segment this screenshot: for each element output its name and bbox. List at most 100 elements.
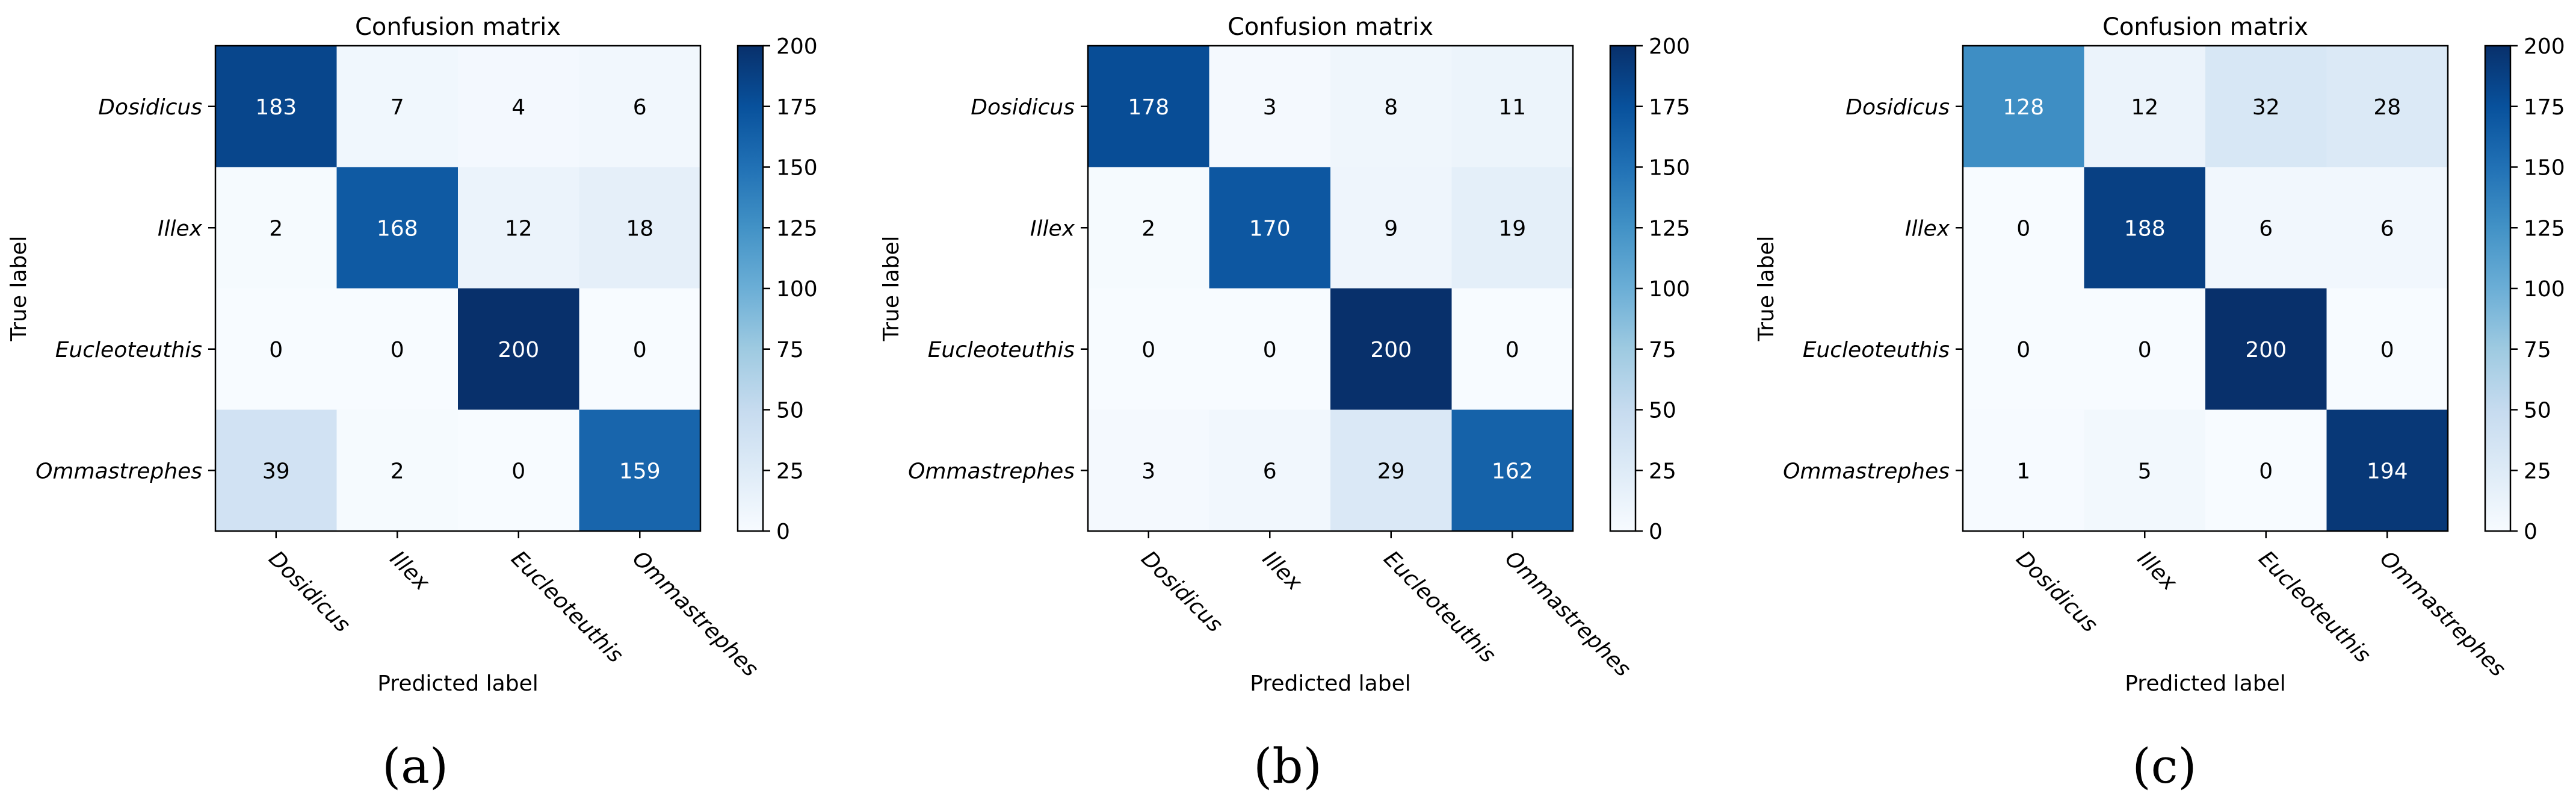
colorbar-tick-label: 25 bbox=[1649, 459, 1676, 483]
colorbar-tick-label: 175 bbox=[776, 95, 818, 120]
x-tick-label: Eucleoteuthis bbox=[2253, 546, 2375, 668]
cell-2-1 bbox=[1209, 288, 1331, 410]
cell-3-1 bbox=[336, 409, 459, 532]
cell-0-1 bbox=[2084, 46, 2206, 167]
cell-label-3-3: 194 bbox=[2367, 459, 2408, 483]
cell-0-3 bbox=[579, 46, 701, 167]
cell-label-2-2: 200 bbox=[1370, 338, 1412, 362]
axes-frame bbox=[1087, 45, 1574, 532]
cell-1-1 bbox=[2084, 167, 2206, 289]
panel-caption-b: (b) bbox=[1253, 738, 1322, 794]
x-tick-label: Dosidicus bbox=[264, 546, 354, 637]
cell-0-2 bbox=[1330, 46, 1452, 167]
cell-2-0 bbox=[1088, 288, 1209, 410]
cell-label-3-1: 2 bbox=[391, 459, 404, 483]
cell-label-1-1: 168 bbox=[377, 216, 418, 241]
cell-3-0 bbox=[1963, 409, 2084, 532]
colorbar-tick-label: 50 bbox=[776, 399, 804, 423]
cell-1-2 bbox=[1330, 167, 1452, 289]
colorbar-tick-label: 25 bbox=[2524, 459, 2551, 483]
cell-2-1 bbox=[2084, 288, 2206, 410]
colorbar-tick-label: 125 bbox=[776, 216, 818, 241]
cell-3-1 bbox=[1209, 409, 1331, 532]
cell-3-3 bbox=[2326, 409, 2448, 532]
x-tick-label: Illex bbox=[385, 546, 434, 595]
cell-label-2-0: 0 bbox=[269, 338, 283, 362]
y-tick-label: Illex bbox=[158, 216, 203, 241]
cell-label-2-1: 0 bbox=[391, 338, 404, 362]
cell-1-3 bbox=[2326, 167, 2448, 289]
chart-panel-1: Confusion matrix 178 3 8 11 2 170 9 19 0 0 200 0 3 6 29… bbox=[879, 13, 1690, 696]
cell-label-0-2: 4 bbox=[511, 95, 525, 120]
colorbar-tick-label: 125 bbox=[1649, 216, 1690, 241]
y-axis-label: True label bbox=[879, 236, 904, 342]
colorbar-tick-label: 200 bbox=[776, 34, 818, 59]
cell-3-3 bbox=[1451, 409, 1574, 532]
colorbar-tick-label: 0 bbox=[1649, 520, 1663, 544]
cell-label-1-3: 19 bbox=[1498, 216, 1526, 241]
y-tick-label: Ommastrephes bbox=[1783, 459, 1950, 483]
cell-label-3-0: 39 bbox=[262, 459, 290, 483]
x-tick-label: Illex bbox=[1258, 546, 1307, 595]
cell-3-2 bbox=[2205, 409, 2327, 532]
cell-1-2 bbox=[2205, 167, 2327, 289]
x-tick-label: Dosidicus bbox=[2011, 546, 2102, 637]
cell-2-0 bbox=[215, 288, 337, 410]
colorbar-tick-label: 75 bbox=[1649, 338, 1676, 362]
cell-1-0 bbox=[1963, 167, 2084, 289]
cell-2-3 bbox=[1451, 288, 1574, 410]
cell-0-0 bbox=[1963, 46, 2084, 167]
cell-label-1-1: 170 bbox=[1249, 216, 1291, 241]
y-tick-label: Eucleoteuthis bbox=[1803, 338, 1950, 362]
cell-label-0-0: 183 bbox=[255, 95, 297, 120]
cell-3-2 bbox=[458, 409, 579, 532]
cell-1-0 bbox=[215, 167, 337, 289]
cell-label-3-1: 6 bbox=[1263, 459, 1277, 483]
cell-0-1 bbox=[1209, 46, 1331, 167]
cell-label-1-2: 12 bbox=[505, 216, 533, 241]
cell-label-3-3: 162 bbox=[1492, 459, 1533, 483]
cell-3-2 bbox=[1330, 409, 1452, 532]
colorbar-tick-label: 150 bbox=[776, 156, 818, 181]
y-tick-label: Eucleoteuthis bbox=[55, 338, 202, 362]
cell-label-2-2: 200 bbox=[2245, 338, 2287, 362]
x-tick-label: Ommastrephes bbox=[628, 546, 763, 682]
chart-title: Confusion matrix bbox=[355, 13, 561, 41]
cell-label-0-3: 6 bbox=[633, 95, 647, 120]
colorbar-tick-label: 125 bbox=[2524, 216, 2565, 241]
colorbar-tick-label: 175 bbox=[1649, 95, 1690, 120]
y-axis-label: True label bbox=[1754, 236, 1779, 342]
cell-2-1 bbox=[336, 288, 459, 410]
x-tick-label: Eucleoteuthis bbox=[1379, 546, 1500, 668]
panel-caption-c: (c) bbox=[2132, 738, 2197, 794]
cell-label-3-0: 1 bbox=[2016, 459, 2030, 483]
cell-0-3 bbox=[2326, 46, 2448, 167]
cell-label-3-2: 29 bbox=[1377, 459, 1405, 483]
colorbar bbox=[737, 45, 764, 532]
colorbar-tick-label: 100 bbox=[2524, 277, 2565, 302]
cell-label-0-3: 11 bbox=[1498, 95, 1526, 120]
cell-3-0 bbox=[1088, 409, 1209, 532]
cell-label-1-0: 2 bbox=[1141, 216, 1155, 241]
colorbar-tick-label: 75 bbox=[776, 338, 804, 362]
chart-title: Confusion matrix bbox=[1228, 13, 1433, 41]
cell-label-1-2: 9 bbox=[1384, 216, 1398, 241]
cell-label-2-1: 0 bbox=[2138, 338, 2152, 362]
cell-label-3-3: 159 bbox=[619, 459, 661, 483]
axes-frame bbox=[214, 45, 702, 532]
cell-0-1 bbox=[336, 46, 459, 167]
colorbar-tick-label: 50 bbox=[1649, 399, 1676, 423]
y-tick-label: Ommastrephes bbox=[908, 459, 1075, 483]
colorbar-tick-label: 200 bbox=[1649, 34, 1690, 59]
cell-label-0-1: 12 bbox=[2131, 95, 2158, 120]
x-axis-label: Predicted label bbox=[1250, 671, 1411, 696]
x-axis-label: Predicted label bbox=[377, 671, 539, 696]
cell-2-0 bbox=[1963, 288, 2084, 410]
cell-label-0-2: 32 bbox=[2252, 95, 2280, 120]
cell-label-3-0: 3 bbox=[1141, 459, 1155, 483]
colorbar bbox=[2484, 45, 2512, 532]
cell-3-1 bbox=[2084, 409, 2206, 532]
